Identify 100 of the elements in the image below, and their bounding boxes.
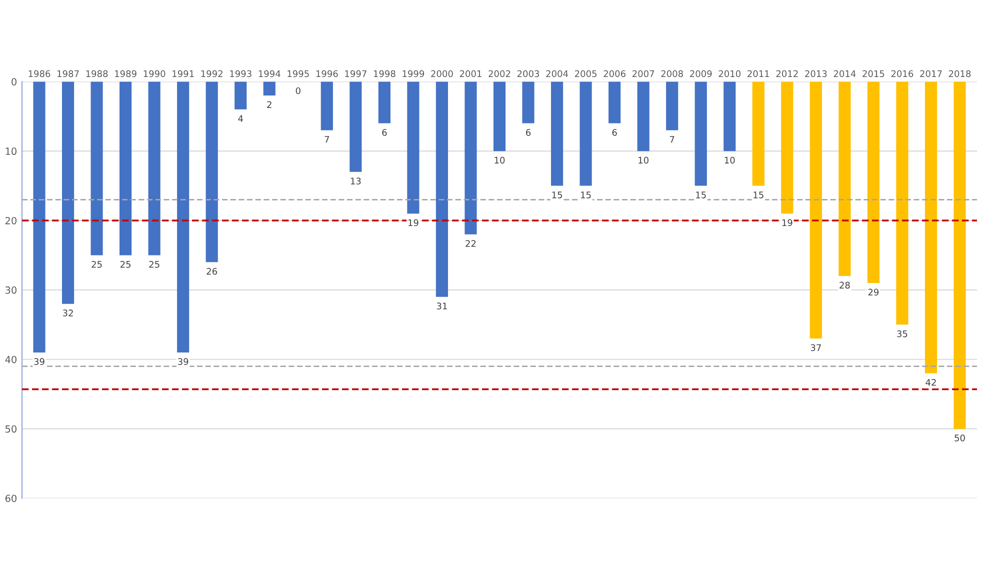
bar [90, 82, 103, 256]
bar [206, 82, 218, 262]
data-label: 31 [436, 302, 447, 310]
y-tick-label: 60 [5, 494, 16, 502]
x-tick-label: 1999 [402, 70, 424, 78]
data-label: 35 [897, 330, 908, 338]
bar [781, 82, 794, 214]
data-label: 13 [350, 178, 361, 184]
x-tick-label: 2014 [834, 70, 856, 78]
data-label: 19 [782, 219, 792, 226]
bar [177, 82, 190, 352]
data-label: 39 [34, 358, 44, 365]
x-tick-label: 2007 [632, 70, 654, 78]
bar [234, 82, 247, 110]
bar [580, 82, 592, 186]
x-tick-label: 2005 [574, 70, 596, 78]
x-tick-label: 2013 [805, 70, 827, 78]
data-label: 37 [810, 344, 821, 352]
bar [493, 82, 506, 152]
y-tick-label: 40 [5, 356, 16, 364]
bar [838, 82, 851, 276]
data-label: 25 [149, 260, 160, 268]
x-tick-label: 2008 [661, 70, 683, 78]
x-tick-label: 1997 [345, 70, 366, 78]
data-label: 15 [552, 192, 562, 198]
data-label: 7 [324, 136, 330, 143]
x-tick-label: 2011 [748, 70, 770, 78]
data-label: 10 [724, 156, 735, 164]
data-label: 26 [206, 268, 218, 275]
bar [637, 82, 650, 152]
bar [550, 82, 564, 186]
data-label: 22 [466, 240, 476, 247]
y-tick-label: 0 [12, 78, 16, 86]
x-tick-label: 2015 [862, 70, 884, 78]
bar [867, 82, 880, 283]
x-tick-label: 2003 [517, 70, 540, 78]
x-tick-label: 1992 [201, 70, 222, 78]
data-label: 6 [382, 129, 387, 136]
bar [810, 82, 822, 339]
x-tick-label: 1986 [28, 70, 50, 78]
x-tick-label: 2010 [718, 70, 741, 78]
data-label: 6 [526, 129, 531, 136]
bar [350, 82, 362, 172]
bar [33, 82, 46, 352]
data-label: 4 [238, 115, 243, 122]
bar [724, 82, 736, 152]
data-label: 2 [267, 101, 272, 108]
x-tick-label: 2017 [920, 70, 942, 78]
data-label: 29 [868, 288, 879, 296]
data-label: 15 [754, 192, 764, 198]
bar [120, 82, 132, 256]
y-tick-label: 50 [6, 425, 16, 433]
y-tick-label: 30 [6, 286, 16, 294]
x-tick-label: 2018 [948, 70, 971, 78]
bar [924, 82, 938, 374]
data-label: 39 [178, 358, 188, 365]
x-tick-label: 1998 [374, 70, 396, 78]
bar [378, 82, 390, 124]
x-tick-label: 1995 [288, 70, 309, 78]
x-tick-label: 2000 [431, 70, 453, 78]
x-tick-label: 2009 [690, 70, 712, 78]
bar [752, 82, 764, 186]
x-tick-label: 2006 [604, 70, 626, 78]
bar [436, 82, 448, 297]
data-label: 32 [62, 310, 73, 316]
data-label: 15 [696, 192, 706, 198]
data-label: 6 [612, 129, 617, 136]
x-tick-label: 1996 [316, 70, 338, 78]
x-tick-label: 2001 [460, 70, 482, 78]
y-tick-label: 10 [6, 148, 16, 155]
bar [407, 82, 420, 214]
data-label: 28 [840, 282, 850, 289]
x-tick-label: 1987 [58, 70, 79, 78]
bar [62, 82, 74, 304]
bar [666, 82, 678, 130]
bar [608, 82, 621, 124]
bar [148, 82, 160, 256]
data-label: 25 [92, 260, 102, 268]
bar [896, 82, 908, 325]
data-label: 25 [120, 260, 131, 268]
x-tick-label: 2002 [488, 70, 510, 78]
x-tick-label: 2004 [546, 70, 568, 78]
data-label: 15 [581, 192, 591, 198]
x-tick-label: 2016 [891, 70, 914, 78]
data-label: 10 [638, 156, 648, 164]
bar [954, 82, 966, 429]
data-label: 0 [296, 87, 300, 94]
data-label: 7 [670, 136, 674, 143]
x-tick-label: 1989 [115, 70, 136, 78]
data-label: 42 [926, 378, 936, 386]
data-label: 50 [954, 434, 965, 442]
data-label: 10 [494, 156, 505, 164]
x-tick-label: 1993 [230, 70, 252, 78]
bar [522, 82, 534, 124]
x-tick-label: 1994 [258, 70, 280, 78]
x-tick-label: 1991 [172, 70, 194, 78]
y-tick-label: 20 [5, 216, 16, 224]
bar [320, 82, 333, 130]
bar [694, 82, 707, 186]
x-tick-label: 2012 [776, 70, 798, 78]
